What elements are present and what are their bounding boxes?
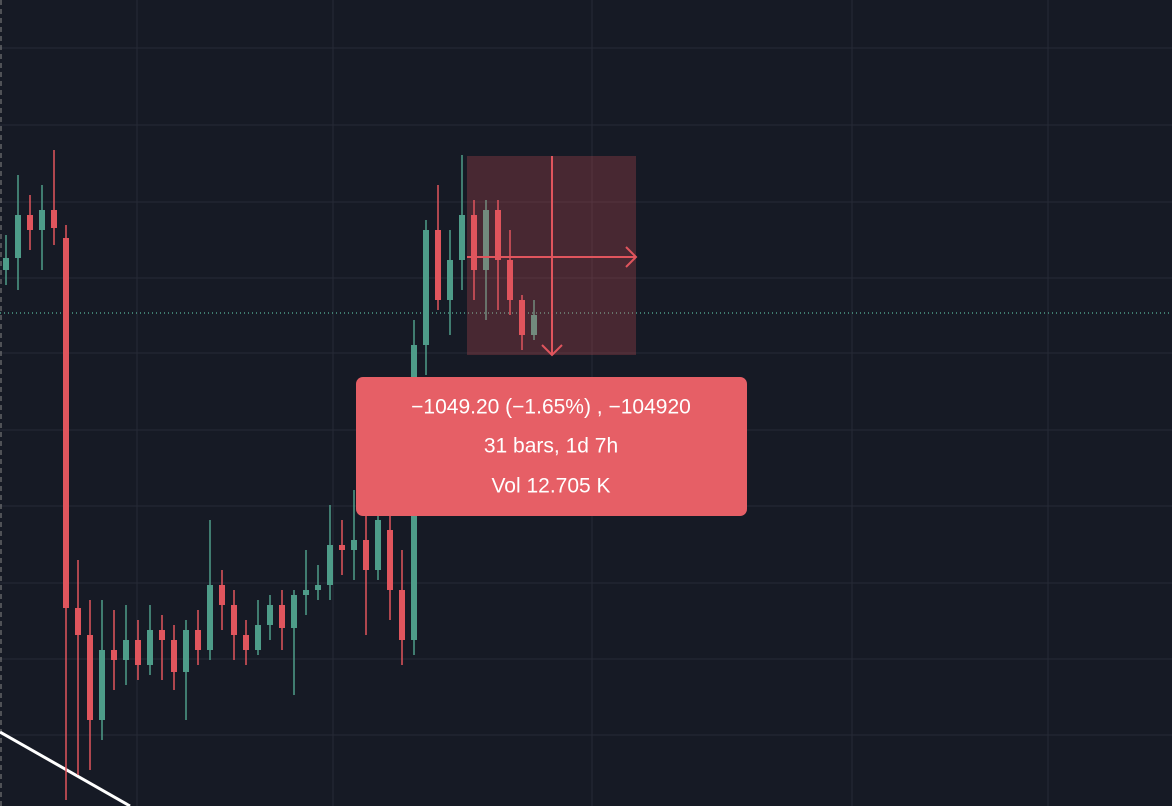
candle-body [435,230,441,300]
candle-body [123,640,129,660]
candle-body [243,635,249,650]
candle-body [267,605,273,625]
candle-body [111,650,117,660]
candle-body [171,640,177,672]
candle-body [495,210,501,260]
candle-body [351,540,357,550]
candle-body [483,210,489,270]
candle-body [27,215,33,230]
candle-body [531,315,537,335]
candle-body [63,238,69,608]
candle-body [339,545,345,550]
trend-line [0,730,131,806]
candle-body [75,608,81,635]
candle-body [279,605,285,628]
tooltip-volume: Vol 12.705 K [491,475,610,498]
candle-body [87,635,93,720]
candles [3,150,537,800]
tooltip-box [356,377,747,516]
candle-body [39,210,45,230]
candle-body [447,260,453,300]
candle-body [207,585,213,650]
candle-body [459,215,465,260]
candle-body [423,230,429,345]
candle-body [291,595,297,628]
measure-tooltip: −1049.20 (−1.65%) , −104920 31 bars, 1d … [356,377,747,516]
measure-arrow [625,246,638,268]
candle-body [195,630,201,650]
candle-body [399,590,405,640]
candle-body [15,215,21,258]
candle-body [147,630,153,665]
candle-body [51,210,57,228]
candle-body [99,650,105,720]
candle-body [507,260,513,300]
candle-body [519,300,525,335]
tooltip-bars: 31 bars, 1d 7h [484,435,618,458]
candle-body [219,585,225,605]
measure-arrow [541,344,563,357]
candle-body [363,540,369,570]
tooltip-change: −1049.20 (−1.65%) , −104920 [411,396,691,419]
candle-body [315,585,321,590]
candle-body [3,258,9,270]
candle-body [255,625,261,650]
candle-body [159,630,165,640]
candle-body [135,640,141,665]
candle-body [303,590,309,595]
candle-body [471,215,477,270]
candle-body [387,530,393,590]
candle-body [231,605,237,635]
candle-body [375,520,381,570]
candle-body [183,630,189,672]
candle-body [327,545,333,585]
measure-tool [467,156,638,357]
